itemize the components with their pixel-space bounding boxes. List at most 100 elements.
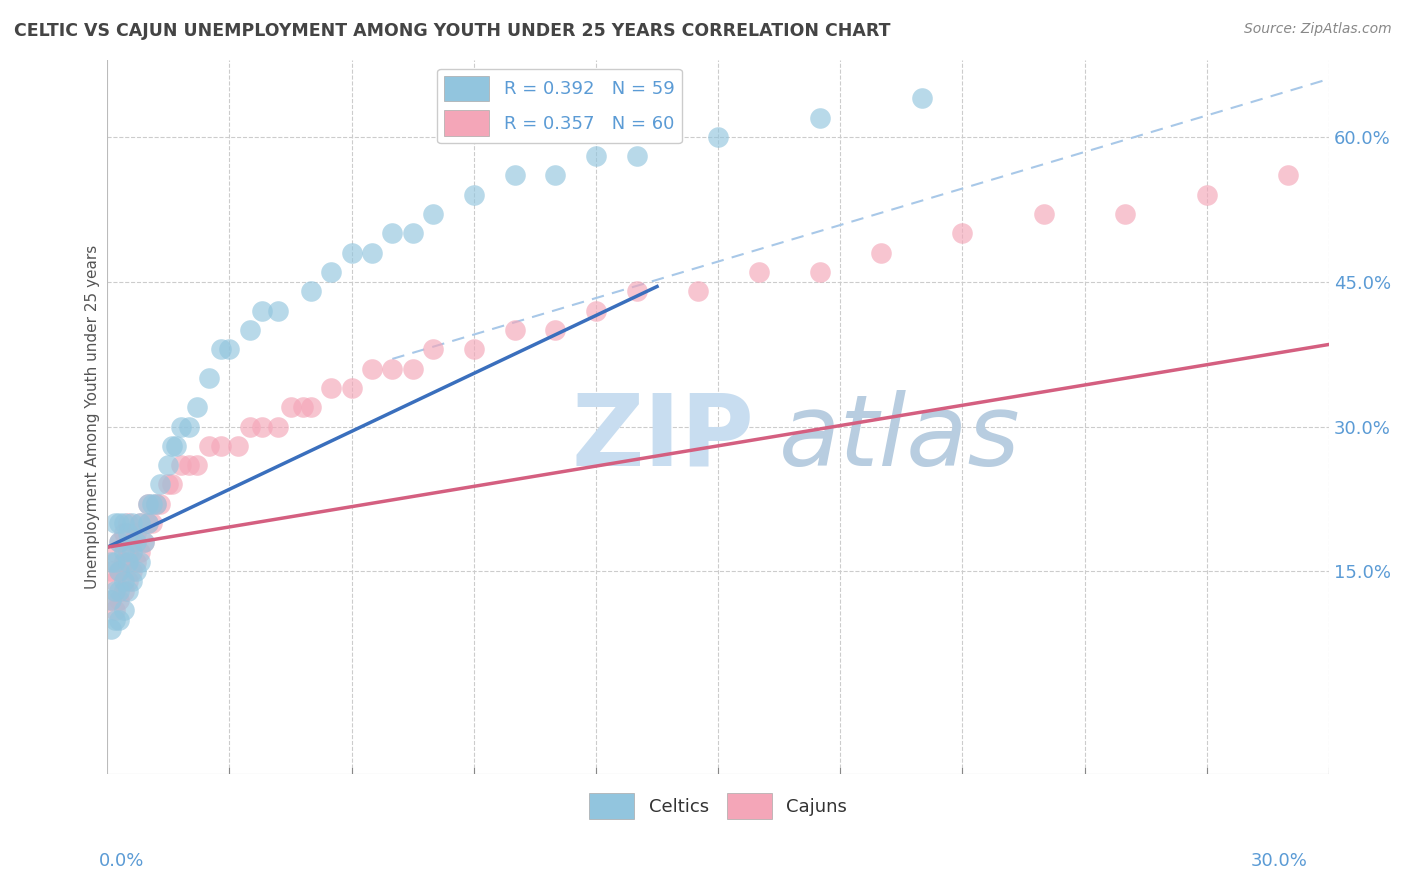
Point [239, 323, 262, 337]
Point [108, 535, 131, 549]
Point [952, 227, 974, 241]
Point [104, 613, 127, 627]
Point [141, 497, 163, 511]
Point [145, 497, 167, 511]
Point [177, 458, 200, 472]
Point [125, 535, 148, 549]
Point [1114, 207, 1136, 221]
Point [250, 303, 273, 318]
Point [321, 265, 343, 279]
Point [162, 477, 184, 491]
Point [402, 361, 425, 376]
Point [381, 361, 404, 376]
Point [267, 303, 290, 318]
Point [422, 207, 444, 221]
Point [267, 419, 290, 434]
Point [186, 458, 208, 472]
Point [136, 516, 159, 530]
Point [422, 343, 444, 357]
Point [361, 245, 384, 260]
Text: atlas: atlas [779, 390, 1021, 487]
Point [121, 535, 143, 549]
Point [157, 477, 180, 491]
Point [117, 545, 139, 559]
Point [104, 545, 127, 559]
Point [121, 545, 143, 559]
Point [218, 343, 240, 357]
Point [911, 91, 934, 105]
Point [381, 227, 404, 241]
Text: 30.0%: 30.0% [1251, 852, 1308, 870]
Point [112, 555, 135, 569]
Point [186, 401, 208, 415]
Point [117, 525, 139, 540]
Point [121, 516, 143, 530]
Point [136, 497, 159, 511]
Point [104, 603, 127, 617]
Point [361, 361, 384, 376]
Point [209, 343, 232, 357]
Point [136, 516, 159, 530]
Point [100, 565, 122, 579]
Point [585, 149, 607, 163]
Point [117, 583, 139, 598]
Point [463, 343, 485, 357]
Point [125, 525, 148, 540]
Point [100, 622, 122, 636]
Point [149, 477, 172, 491]
Point [340, 381, 363, 395]
Point [121, 565, 143, 579]
Point [626, 285, 648, 299]
Point [177, 419, 200, 434]
Point [108, 593, 131, 607]
Point [707, 129, 730, 144]
Point [117, 555, 139, 569]
Point [239, 419, 262, 434]
Point [108, 565, 131, 579]
Point [250, 419, 273, 434]
Point [1195, 187, 1218, 202]
Point [104, 574, 127, 588]
Point [112, 603, 135, 617]
Point [108, 535, 131, 549]
Text: Source: ZipAtlas.com: Source: ZipAtlas.com [1244, 22, 1392, 37]
Point [149, 497, 172, 511]
Point [145, 497, 167, 511]
Point [132, 535, 155, 549]
Point [100, 593, 122, 607]
Point [299, 285, 322, 299]
Point [125, 565, 148, 579]
Point [299, 401, 322, 415]
Point [117, 574, 139, 588]
Text: ZIP: ZIP [571, 390, 755, 487]
Point [169, 419, 191, 434]
Point [121, 574, 143, 588]
Point [108, 565, 131, 579]
Point [280, 401, 302, 415]
Point [748, 265, 770, 279]
Point [166, 439, 188, 453]
Point [463, 187, 485, 202]
Point [128, 516, 150, 530]
Point [117, 516, 139, 530]
Point [626, 149, 648, 163]
Point [141, 516, 163, 530]
Point [112, 525, 135, 540]
Point [1032, 207, 1054, 221]
Point [104, 555, 127, 569]
Point [686, 285, 709, 299]
Point [1277, 169, 1299, 183]
Point [112, 574, 135, 588]
Point [198, 439, 221, 453]
Point [112, 545, 135, 559]
Point [112, 516, 135, 530]
Point [402, 227, 425, 241]
Point [128, 516, 150, 530]
Point [585, 303, 607, 318]
Point [157, 458, 180, 472]
Point [503, 323, 526, 337]
Point [104, 516, 127, 530]
Legend: Celtics, Cajuns: Celtics, Cajuns [582, 786, 855, 826]
Y-axis label: Unemployment Among Youth under 25 years: Unemployment Among Youth under 25 years [86, 244, 100, 589]
Point [108, 583, 131, 598]
